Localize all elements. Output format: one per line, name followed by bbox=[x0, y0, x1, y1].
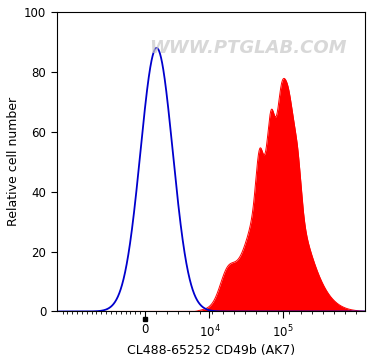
Y-axis label: Relative cell number: Relative cell number bbox=[7, 97, 20, 226]
X-axis label: CL488-65252 CD49b (AK7): CL488-65252 CD49b (AK7) bbox=[127, 344, 295, 357]
Text: WWW.PTGLAB.COM: WWW.PTGLAB.COM bbox=[149, 39, 347, 57]
